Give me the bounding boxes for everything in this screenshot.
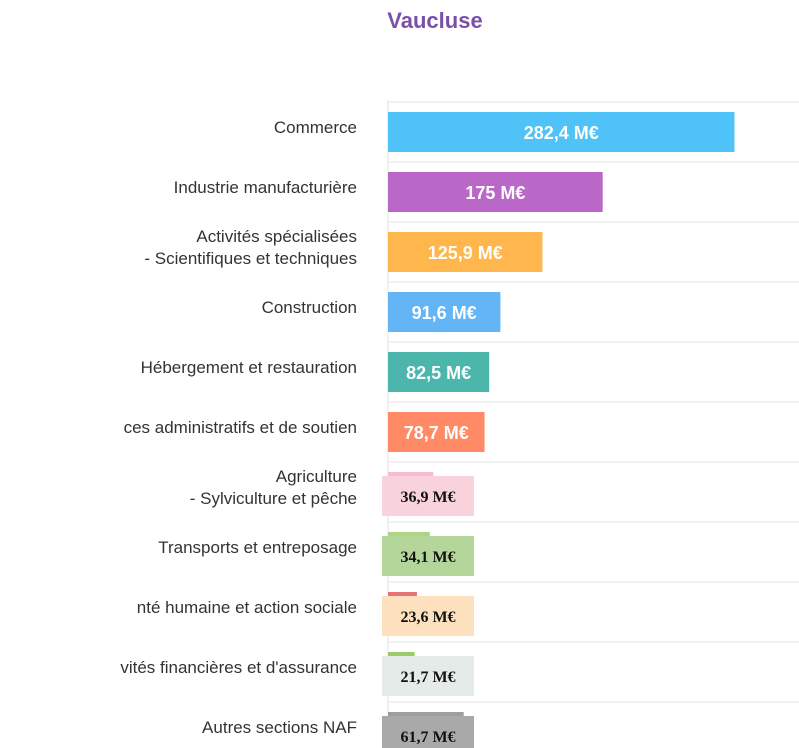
value-label: 175 M€ xyxy=(465,183,525,203)
category-label: Transports et entreposage xyxy=(158,538,357,557)
bar xyxy=(388,232,543,272)
value-label-box xyxy=(382,476,474,516)
value-label: 23,6 M€ xyxy=(400,609,455,626)
bar xyxy=(388,292,501,332)
value-label-box xyxy=(382,656,474,696)
category-label: vités financières et d'assurance xyxy=(120,658,357,677)
value-label: 36,9 M€ xyxy=(400,489,455,506)
value-label: 91,6 M€ xyxy=(412,303,477,323)
value-label: 282,4 M€ xyxy=(524,123,599,143)
category-label: nté humaine et action sociale xyxy=(136,598,357,617)
category-label: ces administratifs et de soutien xyxy=(123,418,357,437)
category-label: Agriculture - Sylviculture et pêche xyxy=(189,467,357,508)
value-label: 21,7 M€ xyxy=(400,669,455,686)
category-label: Commerce xyxy=(273,118,357,137)
value-label-box xyxy=(382,596,474,636)
category-label: Activités spécialisées - Scientifiques e… xyxy=(144,227,357,268)
category-label: Industrie manufacturière xyxy=(173,178,357,197)
value-label: 34,1 M€ xyxy=(400,549,455,566)
value-label: 82,5 M€ xyxy=(406,363,471,383)
category-label: Hébergement et restauration xyxy=(140,358,357,377)
value-label: 78,7 M€ xyxy=(404,423,469,443)
value-label: 125,9 M€ xyxy=(428,243,503,263)
bar xyxy=(388,352,490,392)
category-label: Autres sections NAF xyxy=(202,718,357,737)
bar xyxy=(388,172,603,212)
bar xyxy=(388,112,735,152)
value-label: 61,7 M€ xyxy=(400,729,455,746)
bar xyxy=(388,412,485,452)
value-label-box xyxy=(382,716,474,748)
value-label-box xyxy=(382,536,474,576)
category-label: Construction xyxy=(261,298,357,317)
chart-title: Vaucluse xyxy=(387,8,483,33)
